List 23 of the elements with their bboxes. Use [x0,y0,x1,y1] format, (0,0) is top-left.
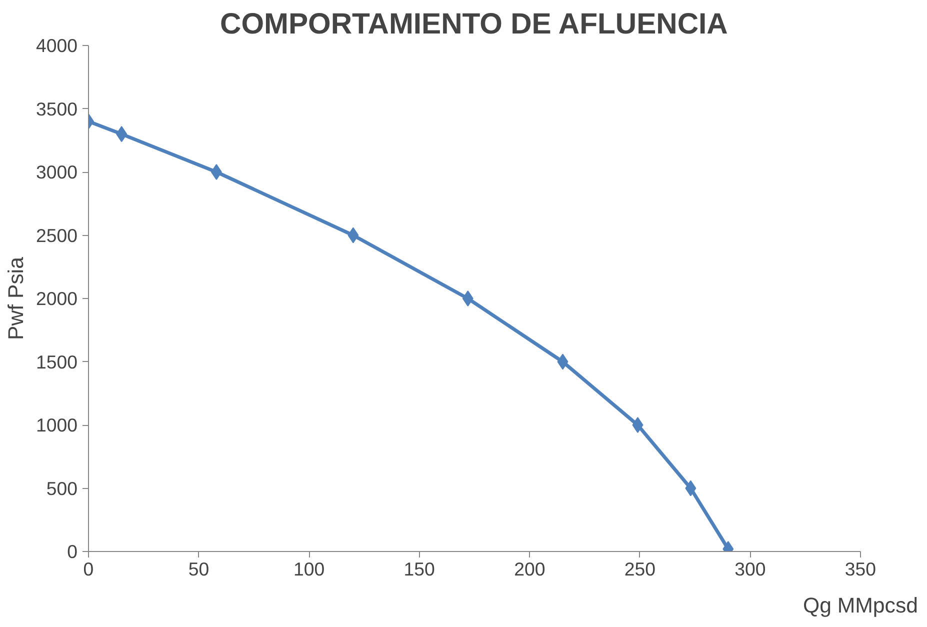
y-tick-label: 3500 [36,98,78,120]
y-tick-label: 500 [46,478,78,499]
y-tick-label: 2500 [36,224,78,246]
x-tick-label: 150 [404,558,435,580]
y-tick-label: 2000 [36,288,78,309]
x-axis-title: Qg MMpcsd [803,594,918,618]
y-tick-label: 4000 [36,35,78,56]
x-tick-label: 350 [844,558,876,580]
y-tick-label: 1500 [36,351,78,372]
y-axis-title: Pwf Psia [4,256,28,340]
chart-title: COMPORTAMIENTO DE AFLUENCIA [220,8,728,40]
y-tick-label: 0 [67,541,78,562]
x-tick-label: 0 [83,558,94,580]
y-tick-label: 3000 [36,162,78,182]
x-tick-label: 250 [624,558,656,580]
x-tick-label: 100 [294,558,325,580]
x-tick-label: 200 [514,558,546,580]
point [632,417,644,433]
point [210,164,222,180]
y-tick-label: 1000 [36,414,78,436]
point [462,290,474,306]
x-tick-label: 300 [734,558,766,580]
x-tick-label: 50 [188,558,210,580]
